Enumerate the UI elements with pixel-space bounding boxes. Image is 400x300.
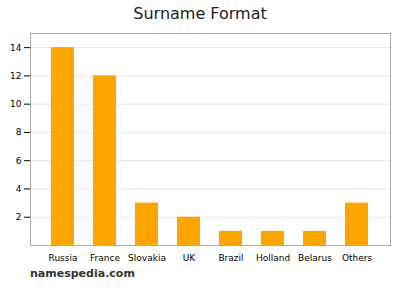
svg-text:10: 10 xyxy=(10,99,22,109)
svg-text:Others: Others xyxy=(342,253,373,263)
svg-text:Slovakia: Slovakia xyxy=(128,253,166,263)
svg-text:14: 14 xyxy=(10,43,22,53)
svg-text:6: 6 xyxy=(16,156,22,166)
svg-text:4: 4 xyxy=(16,184,22,194)
html-text:Surname Format: Surname Format xyxy=(133,4,267,23)
svg-text:12: 12 xyxy=(10,71,21,81)
svg-text:Holland: Holland xyxy=(256,253,290,263)
svg-text:Belarus: Belarus xyxy=(298,253,332,263)
svg-text:Russia: Russia xyxy=(49,253,78,263)
html-text:namespedia.com: namespedia.com xyxy=(30,267,135,280)
svg-text:Brazil: Brazil xyxy=(218,253,243,263)
svg-text:UK: UK xyxy=(183,253,197,263)
svg-text:France: France xyxy=(90,253,120,263)
svg-text:2: 2 xyxy=(16,212,22,222)
svg-text:8: 8 xyxy=(16,127,22,137)
